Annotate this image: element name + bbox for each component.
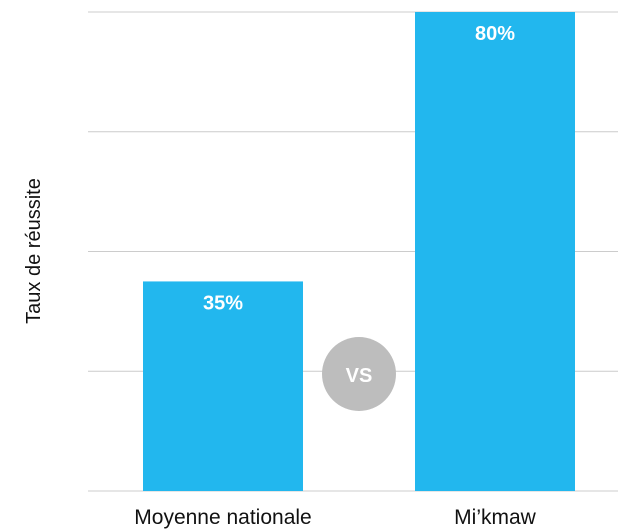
bar xyxy=(143,281,303,491)
data-label: 35% xyxy=(203,292,243,314)
data-label: 80% xyxy=(475,23,515,45)
vs-badge-circle xyxy=(322,337,396,411)
vs-badge: VS xyxy=(322,337,396,411)
vs-badge-text: VS xyxy=(346,365,373,387)
bars xyxy=(143,12,575,491)
bar xyxy=(415,12,575,491)
y-axis-label: Taux de réussite xyxy=(23,178,45,324)
category-labels: Moyenne nationale Mi’kmaw xyxy=(134,506,536,529)
data-labels: 35% 80% xyxy=(203,23,515,314)
category-label: Moyenne nationale xyxy=(134,506,311,529)
category-label: Mi’kmaw xyxy=(454,506,536,529)
